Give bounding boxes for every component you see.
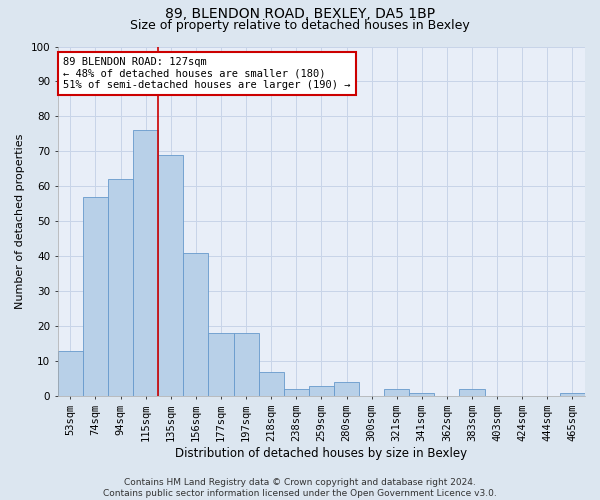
Bar [309, 386, 334, 396]
Text: 89, BLENDON ROAD, BEXLEY, DA5 1BP: 89, BLENDON ROAD, BEXLEY, DA5 1BP [165, 8, 435, 22]
Bar [409, 393, 434, 396]
Bar [58, 351, 83, 397]
Bar [184, 253, 208, 396]
Text: Size of property relative to detached houses in Bexley: Size of property relative to detached ho… [130, 18, 470, 32]
Y-axis label: Number of detached properties: Number of detached properties [15, 134, 25, 309]
Bar [259, 372, 284, 396]
Bar [460, 390, 485, 396]
Text: 89 BLENDON ROAD: 127sqm
← 48% of detached houses are smaller (180)
51% of semi-d: 89 BLENDON ROAD: 127sqm ← 48% of detache… [63, 57, 350, 90]
Bar [334, 382, 359, 396]
Bar [560, 393, 585, 396]
Bar [208, 334, 233, 396]
Bar [83, 197, 108, 396]
Bar [233, 334, 259, 396]
Bar [384, 390, 409, 396]
X-axis label: Distribution of detached houses by size in Bexley: Distribution of detached houses by size … [175, 447, 467, 460]
Bar [108, 180, 133, 396]
Bar [284, 390, 309, 396]
Bar [133, 130, 158, 396]
Bar [158, 155, 184, 396]
Text: Contains HM Land Registry data © Crown copyright and database right 2024.
Contai: Contains HM Land Registry data © Crown c… [103, 478, 497, 498]
